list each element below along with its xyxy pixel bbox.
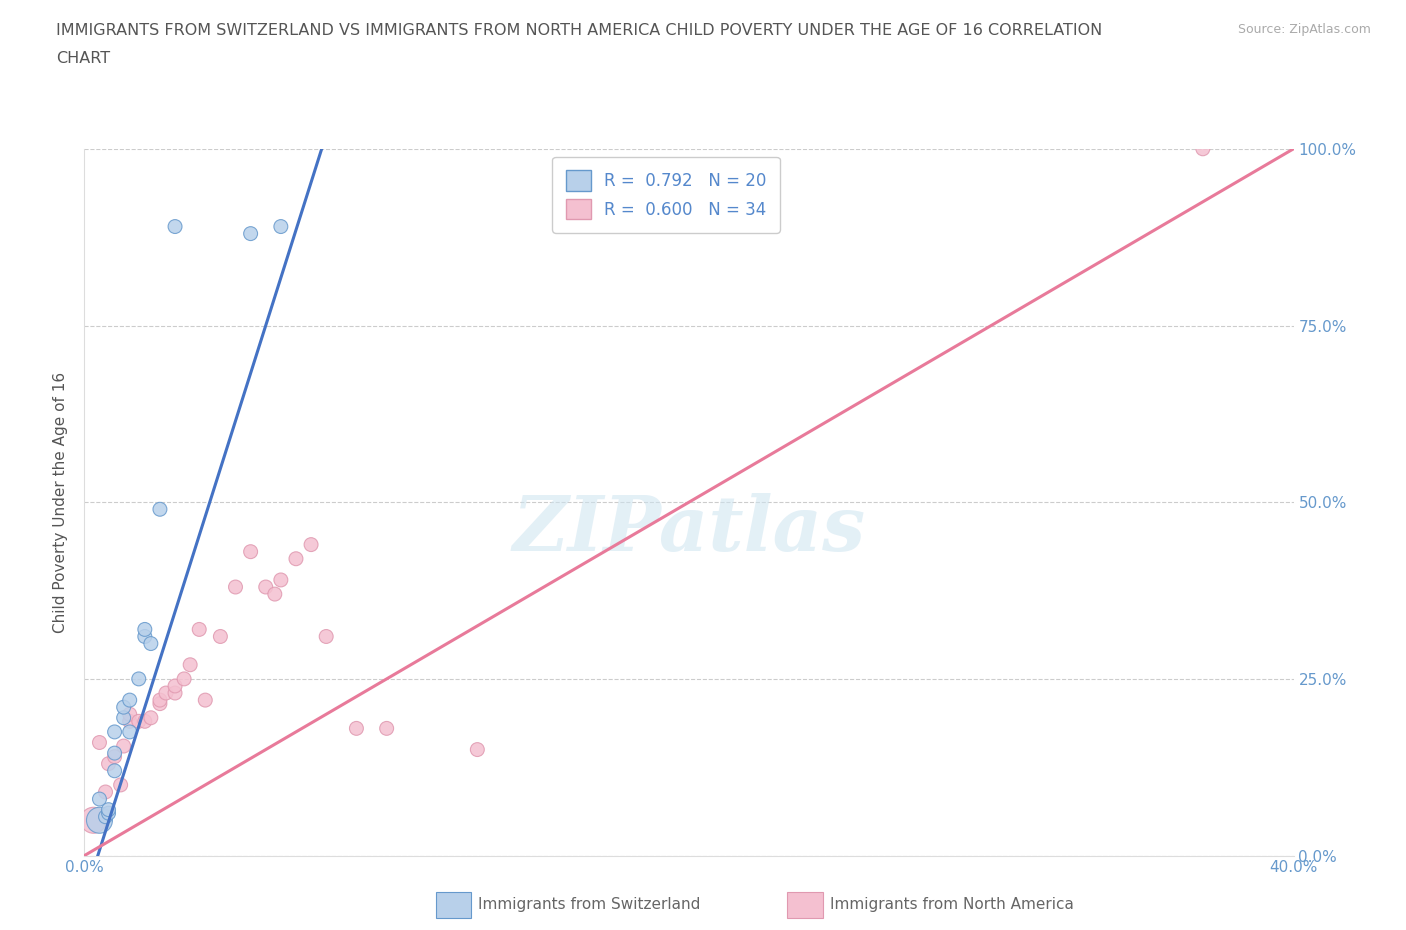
- Point: [239, 226, 262, 241]
- Point: [149, 693, 172, 708]
- Point: [165, 679, 187, 694]
- Point: [467, 742, 489, 757]
- Point: [112, 699, 135, 714]
- Point: [118, 693, 141, 708]
- Point: [209, 629, 232, 644]
- Text: Immigrants from Switzerland: Immigrants from Switzerland: [478, 897, 700, 912]
- Point: [149, 697, 172, 711]
- Point: [263, 587, 285, 602]
- Point: [254, 579, 277, 594]
- Point: [97, 803, 120, 817]
- Point: [89, 735, 111, 750]
- Y-axis label: Child Poverty Under the Age of 16: Child Poverty Under the Age of 16: [53, 372, 69, 632]
- Point: [128, 714, 150, 729]
- Point: [315, 629, 337, 644]
- Point: [104, 746, 127, 761]
- Text: ZIPatlas: ZIPatlas: [512, 494, 866, 567]
- Point: [134, 622, 156, 637]
- Point: [104, 724, 127, 739]
- Point: [139, 636, 162, 651]
- Point: [239, 544, 262, 559]
- Point: [89, 813, 111, 828]
- Point: [112, 711, 135, 725]
- Text: CHART: CHART: [56, 51, 110, 66]
- Point: [97, 756, 120, 771]
- Point: [155, 685, 177, 700]
- Point: [118, 714, 141, 729]
- Point: [165, 219, 187, 234]
- Point: [179, 658, 201, 672]
- Point: [225, 579, 247, 594]
- Point: [270, 219, 292, 234]
- Point: [118, 707, 141, 722]
- Point: [173, 671, 195, 686]
- Text: Source: ZipAtlas.com: Source: ZipAtlas.com: [1237, 23, 1371, 36]
- Point: [94, 809, 117, 824]
- Point: [194, 693, 217, 708]
- Point: [299, 538, 322, 552]
- Point: [139, 711, 162, 725]
- Point: [285, 551, 308, 566]
- Point: [346, 721, 368, 736]
- Point: [149, 502, 172, 517]
- Point: [134, 629, 156, 644]
- Point: [89, 791, 111, 806]
- Point: [82, 813, 104, 828]
- Text: Immigrants from North America: Immigrants from North America: [830, 897, 1073, 912]
- Point: [110, 777, 132, 792]
- Point: [165, 685, 187, 700]
- Point: [118, 724, 141, 739]
- Point: [97, 805, 120, 820]
- Point: [104, 764, 127, 778]
- Point: [188, 622, 211, 637]
- Point: [270, 573, 292, 588]
- Point: [1192, 141, 1215, 156]
- Point: [112, 738, 135, 753]
- Point: [134, 714, 156, 729]
- Point: [94, 785, 117, 800]
- Point: [104, 750, 127, 764]
- Point: [128, 671, 150, 686]
- Text: IMMIGRANTS FROM SWITZERLAND VS IMMIGRANTS FROM NORTH AMERICA CHILD POVERTY UNDER: IMMIGRANTS FROM SWITZERLAND VS IMMIGRANT…: [56, 23, 1102, 38]
- Legend: R =  0.792   N = 20, R =  0.600   N = 34: R = 0.792 N = 20, R = 0.600 N = 34: [553, 157, 779, 232]
- Point: [375, 721, 398, 736]
